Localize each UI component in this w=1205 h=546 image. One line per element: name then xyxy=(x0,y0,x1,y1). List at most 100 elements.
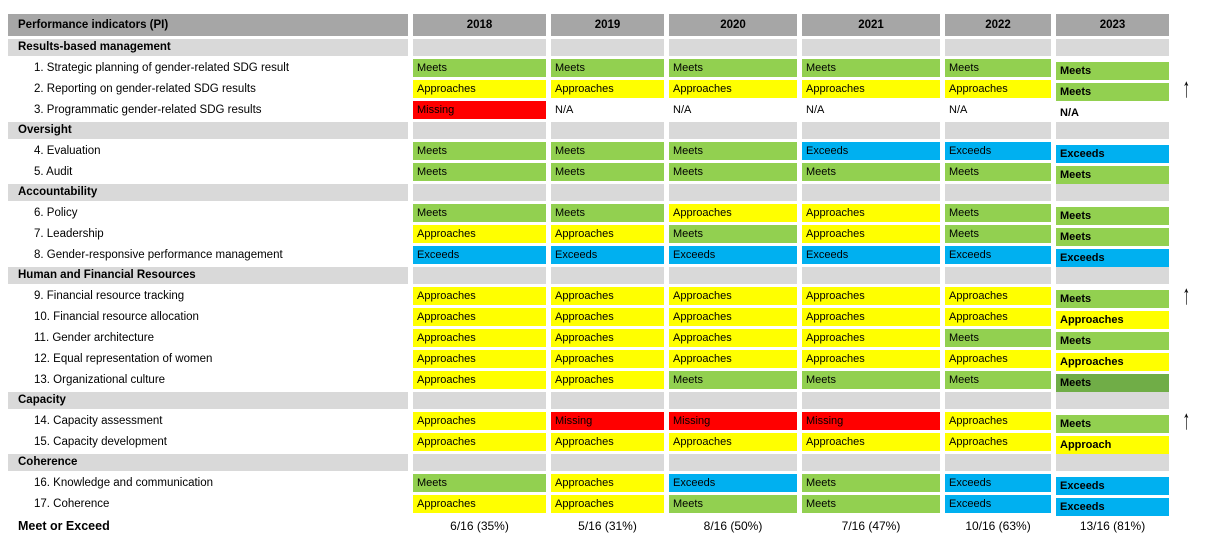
pi-row-label: 3. Programmatic gender-related SDG resul… xyxy=(34,104,262,116)
status-cell-2021-approaches: Approaches xyxy=(802,204,940,222)
status-cell-2020-meets: Meets xyxy=(669,495,797,513)
section-band-cell xyxy=(551,454,664,471)
status-cell-2022-approaches: Approaches xyxy=(945,433,1051,451)
status-cell-2019-missing: Missing xyxy=(551,412,664,430)
section-arrow-spacer xyxy=(1174,454,1198,471)
section-band-cell xyxy=(1056,39,1169,56)
section-band-cell xyxy=(413,392,546,409)
status-cell-2019-approaches: Approaches xyxy=(551,495,664,513)
status-cell-2021-approaches: Approaches xyxy=(802,225,940,243)
status-cell-2018-approaches: Approaches xyxy=(413,371,546,389)
status-cell-2023-na: N/A xyxy=(1060,107,1079,119)
status-cell-2018-meets: Meets xyxy=(413,474,546,492)
status-cell-2019-approaches: Approaches xyxy=(551,308,664,326)
status-cell-2023-meets: Meets xyxy=(1056,166,1169,184)
section-band-cell xyxy=(802,454,940,471)
section-band-cell xyxy=(413,267,546,284)
pi-row-label: 6. Policy xyxy=(34,207,78,219)
section-band-cell xyxy=(413,184,546,201)
status-cell-2023-meets: Meets xyxy=(1056,83,1169,101)
status-cell-2023-approaches: Approach xyxy=(1056,436,1169,454)
status-cell-2022-approaches: Approaches xyxy=(945,80,1051,98)
status-cell-2021-approaches: Approaches xyxy=(802,308,940,326)
status-cell-2018-approaches: Approaches xyxy=(413,225,546,243)
pi-row-label: 1. Strategic planning of gender-related … xyxy=(34,62,290,74)
status-cell-2020-meets: Meets xyxy=(669,163,797,181)
status-cell-2022-approaches: Approaches xyxy=(945,412,1051,430)
pi-row-label: 12. Equal representation of women xyxy=(34,353,213,365)
pi-row-label: 15. Capacity development xyxy=(34,436,167,448)
status-cell-2021-approaches: Approaches xyxy=(802,287,940,305)
status-cell-2020-approaches: Approaches xyxy=(669,329,797,347)
trend-cell-empty xyxy=(1174,433,1198,451)
year-header-2019: 2019 xyxy=(551,14,664,36)
pi-row-label: 7. Leadership xyxy=(34,228,104,240)
status-cell-2022-approaches: Approaches xyxy=(945,308,1051,326)
trend-cell: ↑ xyxy=(1174,407,1198,434)
status-cell-2020-exceeds: Exceeds xyxy=(669,246,797,264)
status-cell-2020-meets: Meets xyxy=(669,142,797,160)
status-cell-2018-exceeds: Exceeds xyxy=(413,246,546,264)
status-cell-2019-approaches: Approaches xyxy=(551,80,664,98)
status-cell-2020-meets: Meets xyxy=(669,59,797,77)
section-band-cell xyxy=(413,122,546,139)
pi-row-label: 14. Capacity assessment xyxy=(34,415,163,427)
section-band-cell xyxy=(551,392,664,409)
trend-cell-empty xyxy=(1174,246,1198,264)
pi-row-label: 8. Gender-responsive performance managem… xyxy=(34,249,283,261)
trend-cell-empty xyxy=(1174,329,1198,347)
status-cell-2020-meets: Meets xyxy=(669,225,797,243)
pi-row-label: 4. Evaluation xyxy=(34,145,101,157)
status-cell-2019-na: N/A xyxy=(555,104,574,116)
section-band-cell xyxy=(669,392,797,409)
section-band-cell xyxy=(551,122,664,139)
status-cell-2021-missing: Missing xyxy=(802,412,940,430)
pi-row-label: 9. Financial resource tracking xyxy=(34,290,185,302)
trend-cell-empty xyxy=(1174,495,1198,513)
status-cell-2023-meets: Meets xyxy=(1056,415,1169,433)
table-header-performance-indicators: Performance indicators (PI) xyxy=(8,14,408,36)
status-cell-2021-approaches: Approaches xyxy=(802,433,940,451)
status-cell-2018-approaches: Approaches xyxy=(413,495,546,513)
status-cell-2021-na: N/A xyxy=(806,104,825,116)
status-cell-2021-exceeds: Exceeds xyxy=(802,142,940,160)
summary-value-2021: 7/16 (47%) xyxy=(841,519,901,533)
status-cell-2021-meets: Meets xyxy=(802,59,940,77)
section-band-cell xyxy=(413,454,546,471)
section-band-cell xyxy=(669,39,797,56)
status-cell-2021-approaches: Approaches xyxy=(802,350,940,368)
status-cell-2019-meets: Meets xyxy=(551,59,664,77)
trend-cell: ↑ xyxy=(1174,282,1198,309)
year-header-2020: 2020 xyxy=(669,14,797,36)
summary-row-label: Meet or Exceed xyxy=(18,519,110,533)
status-cell-2021-meets: Meets xyxy=(802,474,940,492)
status-cell-2020-exceeds: Exceeds xyxy=(669,474,797,492)
status-cell-2018-approaches: Approaches xyxy=(413,308,546,326)
year-header-2021: 2021 xyxy=(802,14,940,36)
section-band-cell xyxy=(802,39,940,56)
section-band-cell xyxy=(669,122,797,139)
status-cell-2018-meets: Meets xyxy=(413,59,546,77)
status-cell-2018-approaches: Approaches xyxy=(413,80,546,98)
section-band-cell xyxy=(551,39,664,56)
status-cell-2023-meets: Meets xyxy=(1056,62,1169,80)
status-cell-2023-meets: Meets xyxy=(1056,228,1169,246)
section-band-cell xyxy=(669,454,797,471)
status-cell-2021-meets: Meets xyxy=(802,371,940,389)
status-cell-2019-approaches: Approaches xyxy=(551,371,664,389)
status-cell-2021-approaches: Approaches xyxy=(802,329,940,347)
section-band-cell xyxy=(802,267,940,284)
section-band-cell xyxy=(802,184,940,201)
status-cell-2018-approaches: Approaches xyxy=(413,350,546,368)
pi-row-label: 2. Reporting on gender-related SDG resul… xyxy=(34,83,256,95)
year-header-2022: 2022 xyxy=(945,14,1051,36)
section-band-cell xyxy=(1056,267,1169,284)
trend-up-arrow-icon: ↑ xyxy=(1182,73,1190,104)
header-arrow-spacer xyxy=(1174,14,1198,36)
status-cell-2020-approaches: Approaches xyxy=(669,433,797,451)
section-band-cell xyxy=(551,184,664,201)
status-cell-2019-meets: Meets xyxy=(551,163,664,181)
status-cell-2020-missing: Missing xyxy=(669,412,797,430)
status-cell-2021-exceeds: Exceeds xyxy=(802,246,940,264)
